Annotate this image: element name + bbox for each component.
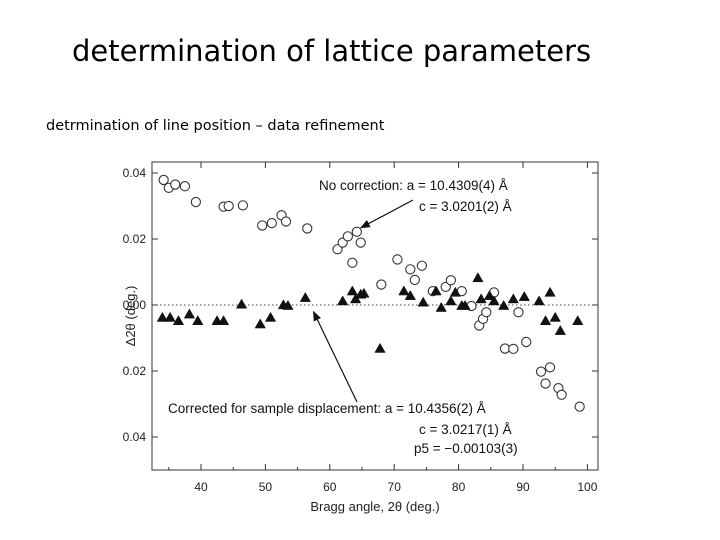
filled-triangle-point xyxy=(374,342,386,353)
x-tick-label: 90 xyxy=(516,480,530,494)
filled-triangle-point xyxy=(299,292,311,302)
filled-triangle-point xyxy=(183,308,196,319)
filled-triangle-point xyxy=(544,286,556,297)
open-circle-point xyxy=(521,336,532,348)
x-tick-label: 80 xyxy=(452,480,466,494)
open-circle-point xyxy=(556,389,567,400)
annotation-no-correction-c: c = 3.0201(2) Å xyxy=(419,199,512,214)
annotation-corrected-a: Corrected for sample displacement: a = 1… xyxy=(168,401,486,416)
open-circle-point xyxy=(405,264,416,275)
open-circle-point xyxy=(376,279,387,290)
open-circle-point xyxy=(158,174,169,186)
plot-frame xyxy=(151,161,599,471)
filled-triangle-point xyxy=(483,290,496,300)
filled-triangle-point xyxy=(518,291,530,301)
filled-triangle-point xyxy=(346,285,358,296)
open-circle-point xyxy=(574,401,585,412)
filled-triangle-point xyxy=(498,299,510,310)
filled-triangle-point xyxy=(472,272,484,283)
filled-triangle-point xyxy=(358,287,370,298)
filled-triangle-point xyxy=(539,315,552,325)
filled-triangle-point xyxy=(475,293,487,304)
annotation-corrected-c: c = 3.0217(1) Å xyxy=(419,422,512,437)
filled-triangle-point xyxy=(554,325,566,335)
open-circle-point xyxy=(332,244,343,255)
open-circle-point xyxy=(302,223,313,234)
x-tick-label: 70 xyxy=(388,480,402,494)
y-tick-label: 0.04 xyxy=(123,166,147,180)
filled-triangle-point xyxy=(404,290,416,300)
y-tick-label: 0.04 xyxy=(123,430,147,444)
open-circle-point xyxy=(355,237,366,248)
filled-triangle-point xyxy=(430,285,442,296)
open-circle-point xyxy=(409,274,420,286)
open-circle-point xyxy=(257,220,268,231)
filled-triangle-point xyxy=(449,286,462,297)
y-axis-label: Δ2θ (deg.) xyxy=(123,286,138,347)
open-circle-point xyxy=(347,257,358,268)
filled-triangle-point xyxy=(533,295,545,306)
open-circle-point xyxy=(499,343,511,354)
y-tick-label: 0.00 xyxy=(123,298,147,312)
open-circle-point xyxy=(540,378,551,389)
x-tick-label: 40 xyxy=(194,480,208,494)
filled-triangle-point xyxy=(507,293,519,304)
filled-triangle-point xyxy=(398,285,410,296)
open-circle-point xyxy=(392,254,403,265)
annotation-arrow-2 xyxy=(312,310,358,403)
filled-triangle-point xyxy=(156,311,168,322)
open-circle-point xyxy=(513,307,524,318)
filled-triangle-point xyxy=(488,295,500,306)
filled-triangle-point xyxy=(192,315,204,325)
x-tick-label: 100 xyxy=(577,480,597,494)
open-circle-point xyxy=(266,218,277,229)
filled-triangle-point xyxy=(217,315,230,325)
open-circle-point xyxy=(179,181,191,192)
filled-triangle-point xyxy=(264,311,277,322)
annotation-corrected-p5: p5 = −0.00103(3) xyxy=(414,441,518,456)
open-circle-point xyxy=(445,275,457,286)
filled-triangle-point xyxy=(164,311,176,322)
open-circle-point xyxy=(416,260,428,271)
open-circle-point xyxy=(223,200,234,212)
filled-triangle-point xyxy=(337,295,349,306)
open-circle-point xyxy=(535,366,547,377)
annotation-arrow-1 xyxy=(359,199,414,229)
filled-triangle-point xyxy=(172,315,185,325)
open-circle-point xyxy=(237,200,249,211)
filled-triangle-point xyxy=(254,318,266,329)
open-circle-point xyxy=(481,307,492,318)
open-circle-point xyxy=(508,343,519,355)
open-circle-point xyxy=(351,226,362,237)
x-tick-label: 50 xyxy=(259,480,273,494)
open-circle-point xyxy=(190,196,201,208)
slide-title: determination of lattice parameters xyxy=(72,34,592,68)
y-tick-label: 0.02 xyxy=(123,364,147,378)
filled-triangle-point xyxy=(282,299,294,310)
filled-triangle-point xyxy=(235,298,248,309)
x-tick-label: 60 xyxy=(323,480,337,494)
annotation-no-correction-a: No correction: a = 10.4309(4) Å xyxy=(319,178,508,193)
filled-triangle-point xyxy=(445,295,457,306)
filled-triangle-point xyxy=(572,315,584,325)
filled-triangle-point xyxy=(549,311,561,322)
x-axis-label: Bragg angle, 2θ (deg.) xyxy=(310,499,439,514)
filled-triangle-point xyxy=(417,296,429,307)
open-circle-point xyxy=(544,362,556,373)
filled-triangle-point xyxy=(459,299,471,310)
y-tick-label: 0.02 xyxy=(123,232,147,246)
slide-subtitle: detrmination of line position – data ref… xyxy=(46,118,385,134)
open-circle-point xyxy=(440,281,451,292)
open-circle-point xyxy=(280,216,292,227)
open-circle-point xyxy=(342,231,353,242)
filled-triangle-point xyxy=(435,301,447,312)
open-circle-point xyxy=(170,179,181,190)
